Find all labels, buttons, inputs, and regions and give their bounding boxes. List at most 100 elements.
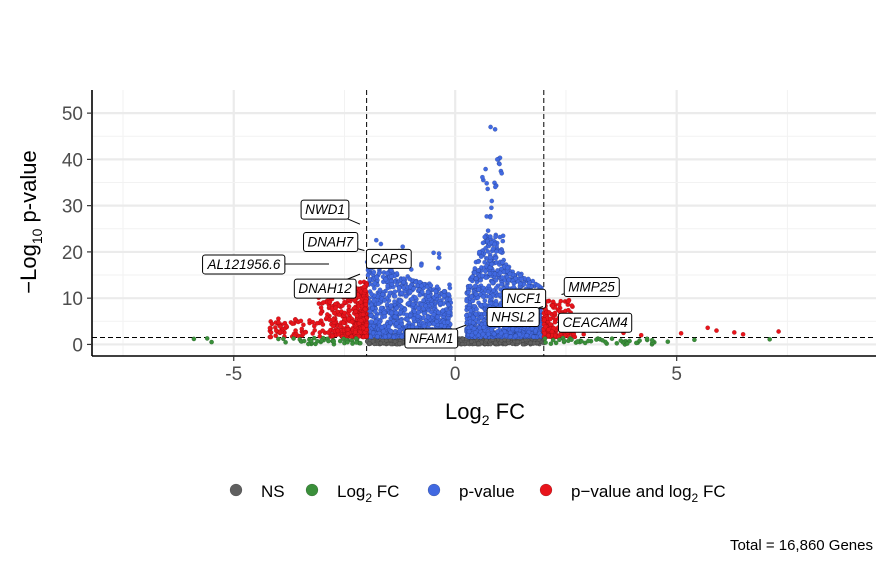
point-fc xyxy=(614,340,620,346)
point-sig xyxy=(268,330,274,335)
point-sig xyxy=(311,323,317,329)
gene-label-text: NHSL2 xyxy=(491,310,535,325)
point-pvalue xyxy=(409,296,415,302)
point-pvalue xyxy=(531,334,536,340)
point-pvalue xyxy=(510,326,516,332)
point-pvalue xyxy=(392,293,398,299)
point-sig xyxy=(352,329,358,335)
point-pvalue xyxy=(489,205,494,211)
point-pvalue xyxy=(367,277,372,282)
point-pvalue xyxy=(481,324,487,330)
point-sig xyxy=(548,316,553,322)
point-pvalue xyxy=(368,319,374,325)
point-pvalue xyxy=(485,249,491,254)
point-pvalue xyxy=(497,292,503,298)
point-ns xyxy=(367,341,372,346)
point-pvalue xyxy=(492,126,498,132)
point-pvalue xyxy=(505,265,510,271)
point-fc xyxy=(633,340,639,346)
point-pvalue xyxy=(473,330,478,336)
point-sig xyxy=(292,317,298,322)
point-pvalue xyxy=(480,294,486,300)
gene-label-ncf1: NCF1 xyxy=(501,288,547,309)
point-pvalue xyxy=(524,333,530,338)
point-pvalue xyxy=(487,294,493,300)
point-pvalue xyxy=(506,277,512,283)
point-fc xyxy=(308,338,314,344)
point-pvalue xyxy=(394,305,400,311)
gene-label-caps: CAPS xyxy=(365,248,412,269)
legend-label: p−value and log2 FC xyxy=(571,482,726,505)
point-sig xyxy=(318,305,324,311)
point-pvalue xyxy=(407,276,412,282)
point-pvalue xyxy=(479,273,485,279)
point-pvalue xyxy=(470,315,476,321)
point-pvalue xyxy=(497,234,503,240)
point-sig xyxy=(293,328,298,333)
point-sig xyxy=(357,279,363,285)
point-sig xyxy=(277,324,283,329)
point-pvalue xyxy=(382,298,387,303)
point-pvalue xyxy=(476,249,482,255)
point-pvalue xyxy=(391,334,397,340)
point-fc xyxy=(542,336,548,341)
legend-swatch xyxy=(539,483,553,497)
point-pvalue xyxy=(369,291,374,297)
point-sig xyxy=(363,302,369,307)
point-pvalue xyxy=(533,328,538,334)
point-fc xyxy=(609,336,615,342)
point-pvalue xyxy=(399,290,405,296)
y-tick-label: 30 xyxy=(62,197,83,218)
point-pvalue xyxy=(478,254,484,260)
point-pvalue xyxy=(386,324,392,330)
point-pvalue xyxy=(514,327,520,333)
point-sig xyxy=(347,308,352,314)
point-pvalue xyxy=(441,289,447,294)
point-fc xyxy=(319,338,324,343)
point-pvalue xyxy=(421,311,427,316)
point-pvalue xyxy=(492,241,497,247)
point-pvalue xyxy=(488,124,493,130)
point-pvalue xyxy=(400,244,406,250)
point-pvalue xyxy=(435,314,440,320)
point-pvalue xyxy=(464,298,470,304)
point-fc xyxy=(291,336,296,341)
point-sig xyxy=(320,328,326,334)
point-pvalue xyxy=(371,298,377,304)
point-pvalue xyxy=(507,271,513,277)
y-tick-label: 10 xyxy=(62,289,83,310)
point-sig xyxy=(318,311,324,316)
gene-label-al1219566: AL121956.6 xyxy=(202,254,329,275)
point-sig xyxy=(335,328,341,334)
point-ns xyxy=(370,339,376,344)
point-fc xyxy=(585,338,591,344)
point-pvalue xyxy=(482,268,488,274)
point-pvalue xyxy=(377,287,383,293)
point-fc xyxy=(557,337,562,343)
point-pvalue xyxy=(365,272,371,278)
point-sig xyxy=(638,332,644,338)
point-pvalue xyxy=(419,289,425,295)
point-pvalue xyxy=(485,331,491,337)
point-pvalue xyxy=(404,312,409,318)
gene-label-text: NFAM1 xyxy=(409,331,454,346)
point-pvalue xyxy=(401,285,406,291)
gene-label-text: CEACAM4 xyxy=(562,315,627,330)
gene-label-text: DNAH12 xyxy=(298,281,352,296)
point-sig xyxy=(362,288,368,293)
point-pvalue xyxy=(385,283,390,289)
point-fc xyxy=(337,338,343,344)
point-pvalue xyxy=(370,305,375,311)
point-pvalue xyxy=(402,307,408,313)
y-tick-label: 20 xyxy=(62,243,83,264)
point-pvalue xyxy=(480,174,485,180)
point-pvalue xyxy=(431,312,437,317)
point-sig xyxy=(268,334,274,340)
point-pvalue xyxy=(388,303,394,309)
point-sig xyxy=(303,329,309,335)
point-pvalue xyxy=(511,284,517,290)
gene-label-nhsl2: NHSL2 xyxy=(486,306,544,328)
point-fc xyxy=(353,340,359,345)
point-fc xyxy=(649,337,655,343)
point-fc xyxy=(644,336,650,342)
